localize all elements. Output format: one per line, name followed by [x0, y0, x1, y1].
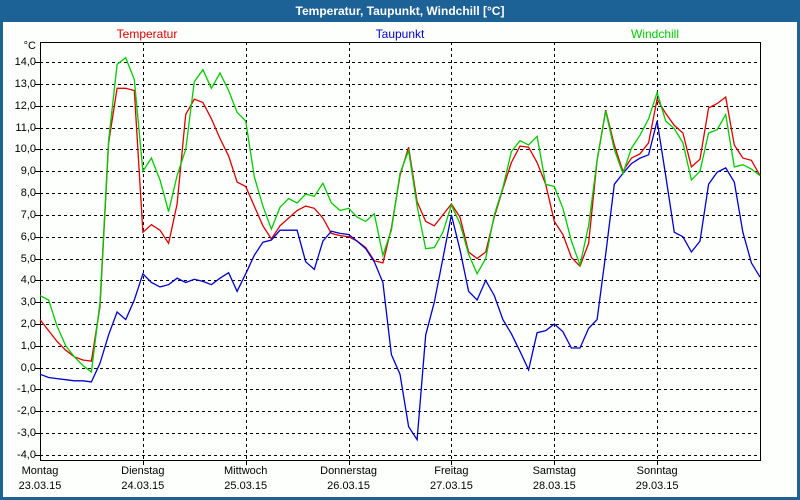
y-tick-label: 8,0: [20, 187, 36, 200]
y-tick-label: 1,0: [20, 339, 36, 352]
x-day-name: Samstag: [532, 465, 576, 477]
legend-windchill: Windchill: [630, 27, 680, 41]
y-tick-label: 11,0: [15, 121, 36, 134]
x-day-name: Donnerstag: [320, 465, 377, 477]
x-day-name: Montag: [21, 465, 59, 477]
y-tick-label: 3,0: [20, 296, 36, 309]
y-tick-label: 2,0: [20, 318, 36, 330]
x-day-date: 23.03.15: [18, 480, 62, 492]
x-day-date: 29.03.15: [635, 480, 679, 492]
x-day-date: 25.03.15: [224, 480, 268, 492]
y-tick-label: 12,0: [14, 99, 36, 112]
series-windchill-line: [39, 56, 761, 374]
x-day-date: 26.03.15: [327, 480, 370, 492]
window-title: Temperatur, Taupunkt, Windchill [°C]: [295, 4, 505, 18]
x-day-date: 24.03.15: [121, 480, 165, 492]
series-taupunkt-line: [39, 120, 761, 442]
y-tick-label: -4,0: [17, 448, 36, 461]
y-tick-label: 14,0: [14, 56, 36, 69]
y-tick-label: -1,0: [17, 383, 36, 396]
y-tick-label: 0,0: [20, 361, 36, 374]
y-tick-label: -2,0: [17, 405, 36, 418]
x-day-name: Freitag: [434, 465, 469, 477]
legend-taupunkt: Taupunkt: [375, 27, 425, 41]
y-tick-label: 4,0: [20, 274, 36, 287]
y-tick-label: 7,0: [20, 208, 36, 221]
y-tick-label: -3,0: [17, 427, 36, 440]
y-tick-label: 13,0: [14, 77, 36, 90]
y-axis-unit: °C: [23, 40, 36, 52]
y-tick-label: 10,0: [14, 143, 36, 156]
x-day-name: Sonntag: [636, 465, 678, 477]
x-day-name: Mittwoch: [224, 465, 268, 477]
x-day-date: 27.03.15: [430, 480, 473, 492]
legend-temperatur: Temperatur: [116, 27, 178, 41]
plot-frame: [40, 42, 761, 461]
y-tick-label: 9,0: [20, 165, 36, 178]
y-tick-label: 5,0: [20, 252, 36, 265]
x-day-name: Dienstag: [121, 465, 165, 477]
window-title-bar: Temperatur, Taupunkt, Windchill [°C]: [0, 0, 800, 22]
x-day-date: 28.03.15: [532, 480, 576, 492]
series-temperatur-line: [39, 87, 761, 362]
y-tick-label: 6,0: [20, 230, 36, 243]
